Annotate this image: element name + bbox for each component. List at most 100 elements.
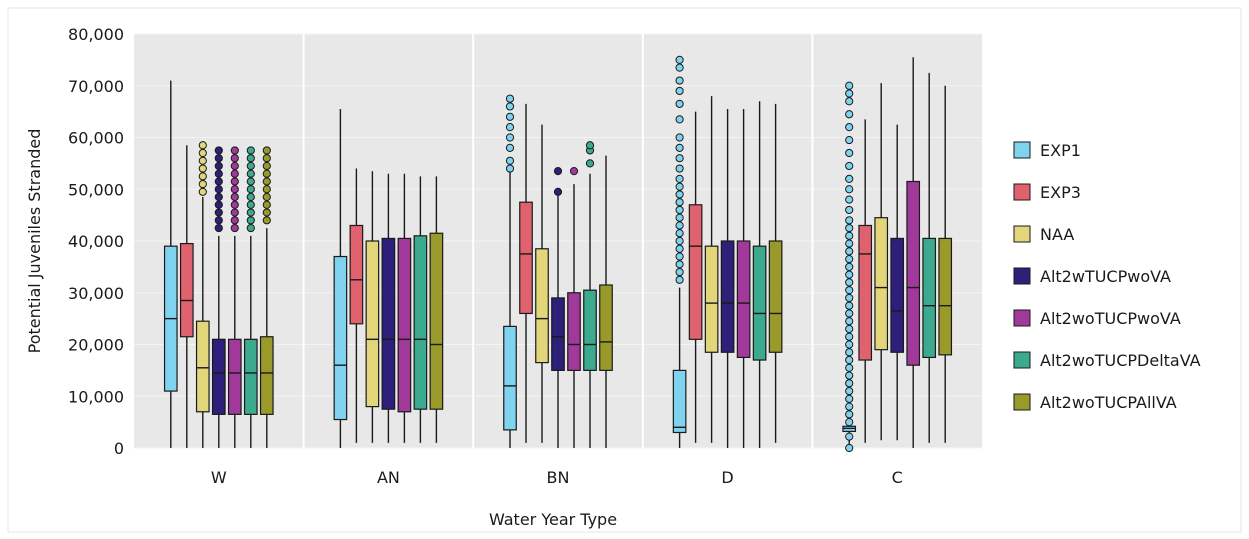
outlier-point <box>845 443 854 453</box>
outlier-point <box>230 146 239 155</box>
outlier-point <box>845 231 854 240</box>
outlier-point <box>845 340 854 349</box>
box-EXP1-W <box>163 80 178 448</box>
outlier-point <box>845 363 854 372</box>
outlier-point <box>845 216 854 225</box>
box-Alt2woTUCPwoVA-BN <box>567 167 581 448</box>
outlier-point <box>569 167 579 176</box>
y-tick-label: 60,000 <box>68 129 124 148</box>
outlier-point <box>845 270 854 279</box>
box-EXP3-C <box>858 119 873 443</box>
legend-item: NAA <box>1013 225 1074 244</box>
box-body <box>906 180 921 366</box>
y-tick-label: 50,000 <box>68 180 124 199</box>
box-Alt2woTUCPwoVA-AN <box>397 173 412 443</box>
legend-label: EXP1 <box>1040 141 1081 160</box>
legend-swatch <box>1013 141 1031 159</box>
axes-layer: 0 10,000 20,000 30,000 40,000 50,000 60,000 70,… <box>68 25 903 487</box>
outlier-point <box>262 208 271 217</box>
legend-item: Alt2woTUCPwoVA <box>1013 309 1181 328</box>
legend-swatch <box>1013 267 1031 285</box>
outlier-point <box>675 154 684 163</box>
outlier-point <box>246 223 255 233</box>
outlier-point <box>230 192 239 202</box>
outlier-point <box>246 169 255 178</box>
box-body <box>874 217 889 351</box>
box-Alt2woTUCPAllVA-BN <box>599 155 613 448</box>
outlier-point <box>675 99 684 108</box>
outlier-point <box>246 185 255 194</box>
legend-item: EXP3 <box>1013 183 1081 202</box>
box-EXP3-D <box>688 111 703 443</box>
outlier-point <box>675 205 684 215</box>
box-Alt2woTUCPDeltaVA-BN <box>583 141 597 448</box>
box-Alt2wTUCPwoVA-C <box>890 124 905 441</box>
outlier-point <box>845 185 854 194</box>
outlier-point <box>214 216 223 225</box>
outlier-point <box>675 252 684 261</box>
outlier-point <box>845 239 854 248</box>
box-EXP1-D <box>672 55 687 448</box>
outlier-point <box>214 161 223 171</box>
y-axis-title: Potential Juveniles Stranded <box>25 129 44 354</box>
outlier-point <box>262 146 271 155</box>
box-body <box>922 237 937 359</box>
outlier-point <box>505 164 515 173</box>
legend-swatch <box>1013 183 1031 201</box>
legend-label: NAA <box>1040 225 1074 244</box>
box-body <box>938 237 953 356</box>
outlier-point <box>505 112 515 121</box>
box-Alt2woTUCPDeltaVA-C <box>922 72 937 443</box>
outlier-point <box>262 185 271 194</box>
outlier-point <box>505 143 515 152</box>
box-body <box>179 242 194 338</box>
outlier-point <box>230 161 239 171</box>
outlier-point <box>262 192 271 202</box>
outlier-point <box>845 262 854 271</box>
box-EXP1-AN <box>333 109 348 448</box>
box-body <box>688 204 703 340</box>
outlier-point <box>845 332 854 341</box>
outlier-point <box>845 148 854 158</box>
outlier-point <box>214 200 223 209</box>
outlier-point <box>675 236 684 246</box>
box-body <box>704 245 719 353</box>
box-EXP1-C <box>842 81 857 453</box>
box-Alt2woTUCPAllVA-C <box>938 85 953 443</box>
box-EXP3-W <box>179 145 194 448</box>
box-Alt2woTUCPAllVA-AN <box>429 176 444 443</box>
box-Alt2woTUCPwoVA-C <box>906 57 921 448</box>
outlier-point <box>198 148 207 158</box>
box-EXP1-BN <box>503 94 517 448</box>
outlier-point <box>845 379 854 388</box>
x-tick-label: AN <box>377 468 400 487</box>
y-tick-label: 80,000 <box>68 25 124 44</box>
box-NAA-AN <box>365 171 380 443</box>
box-Alt2woTUCPAllVA-W <box>259 146 274 448</box>
outlier-point <box>845 89 854 98</box>
outlier-point <box>585 141 595 150</box>
box-body <box>429 232 444 410</box>
legend-swatch <box>1013 393 1031 411</box>
legend-item: Alt2wTUCPwoVA <box>1013 267 1171 286</box>
outlier-point <box>845 286 854 295</box>
outlier-point <box>505 94 515 103</box>
outlier-point <box>198 156 207 165</box>
y-tick-label: 0 <box>114 439 124 458</box>
legend-swatch <box>1013 225 1031 243</box>
legend: EXP1 EXP3 NAA Alt2wTUCPwoVA Alt2woTUCPwoVA Al… <box>1013 141 1201 412</box>
y-tick-label: 70,000 <box>68 77 124 96</box>
box-body <box>503 325 517 431</box>
outlier-point <box>262 200 271 209</box>
outlier-point <box>214 177 223 186</box>
box-EXP3-BN <box>519 103 533 443</box>
box-body <box>519 201 533 315</box>
outlier-point <box>845 123 854 132</box>
outlier-point <box>845 301 854 310</box>
legend-item: EXP1 <box>1013 141 1081 160</box>
outlier-point <box>262 161 271 171</box>
outlier-point <box>845 348 854 357</box>
outlier-point <box>845 255 854 264</box>
